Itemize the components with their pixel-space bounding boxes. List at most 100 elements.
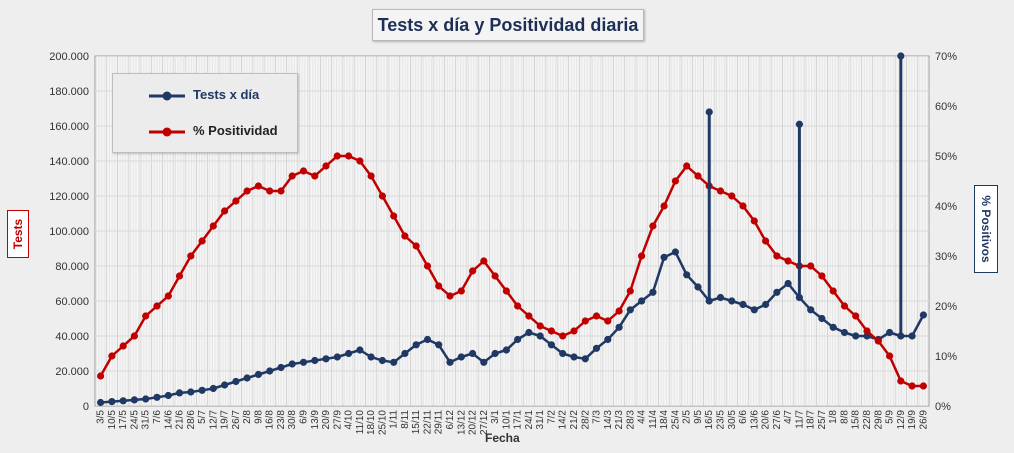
x-tick-label: 13/12 — [456, 410, 467, 435]
data-point-tests — [638, 297, 646, 305]
data-point-positividad — [232, 197, 240, 205]
data-point-positividad — [288, 172, 296, 180]
data-point-tests — [739, 300, 747, 309]
data-point-positividad — [367, 172, 375, 180]
x-tick-label: 7/6 — [152, 410, 163, 424]
data-point-positividad — [660, 202, 668, 210]
data-point-positividad — [874, 337, 882, 345]
right-y-tick-label: 40% — [935, 201, 957, 213]
data-point-tests — [356, 346, 364, 354]
data-point-positividad — [311, 172, 319, 180]
x-tick-label: 3/5 — [96, 410, 107, 424]
data-point-positividad — [739, 202, 747, 210]
data-point-tests — [502, 346, 510, 354]
x-tick-label: 21/6 — [175, 410, 186, 430]
x-tick-label: 10/1 — [501, 410, 512, 430]
x-tick-label: 13/9 — [310, 410, 321, 430]
x-axis-title: Fecha — [485, 431, 520, 445]
data-point-tests — [671, 248, 680, 256]
data-point-positividad — [322, 162, 330, 170]
right-y-tick-label: 30% — [935, 251, 957, 263]
data-point-tests — [187, 388, 195, 396]
data-point-positividad — [784, 257, 792, 265]
data-point-tests — [525, 328, 533, 337]
data-point-tests — [728, 297, 736, 305]
data-point-positividad — [683, 162, 691, 170]
x-tick-label: 23/8 — [276, 410, 287, 430]
data-point-positividad — [390, 212, 398, 220]
data-point-tests — [299, 358, 308, 366]
x-tick-label: 22/11 — [422, 410, 433, 435]
data-point-positividad — [502, 287, 510, 295]
data-point-tests — [649, 288, 657, 296]
left-y-tick-label: 40.000 — [55, 331, 89, 343]
x-tick-label: 28/3 — [625, 410, 636, 430]
left-y-tick-label: 80.000 — [55, 261, 89, 273]
data-point-tests — [469, 349, 477, 358]
x-tick-label: 20/9 — [321, 410, 332, 430]
x-tick-label: 5/7 — [197, 410, 208, 424]
data-point-tests — [818, 314, 826, 323]
spike-point-tests — [705, 108, 713, 116]
right-y-tick-label: 70% — [935, 51, 957, 63]
legend: Tests x día % Positividad — [112, 73, 298, 153]
right-axis-title-box: % Positivos — [974, 185, 998, 273]
x-tick-label: 10/5 — [107, 410, 118, 430]
data-point-positividad — [299, 167, 308, 175]
x-tick-label: 8/11 — [400, 410, 411, 429]
x-tick-label: 18/4 — [659, 410, 670, 430]
data-point-positividad — [277, 187, 285, 195]
data-point-tests — [480, 358, 488, 366]
data-point-positividad — [333, 152, 341, 160]
right-y-tick-label: 10% — [935, 351, 957, 363]
data-point-positividad — [187, 252, 195, 260]
data-point-tests — [592, 344, 601, 352]
x-tick-label: 4/7 — [783, 410, 794, 424]
x-tick-label: 15/8 — [851, 410, 862, 430]
data-point-tests — [198, 386, 206, 394]
data-point-tests — [277, 363, 285, 372]
data-point-positividad — [886, 352, 894, 360]
data-point-tests — [852, 332, 860, 340]
x-tick-label: 2/5 — [682, 410, 693, 424]
data-point-positividad — [897, 377, 905, 385]
x-tick-label: 15/11 — [411, 410, 422, 435]
data-point-tests — [435, 341, 443, 349]
spike-point-tests — [897, 52, 905, 60]
x-tick-label: 24/5 — [129, 410, 140, 430]
x-tick-label: 13/6 — [749, 410, 760, 430]
data-point-tests — [209, 384, 217, 393]
x-tick-label: 27/12 — [479, 410, 490, 435]
x-tick-label: 11/4 — [648, 410, 659, 429]
x-tick-label: 2/8 — [242, 410, 253, 424]
left-y-tick-label: 140.000 — [49, 156, 89, 168]
data-point-positividad — [536, 322, 544, 330]
x-tick-label: 1/11 — [389, 410, 400, 429]
x-tick-label: 19/7 — [220, 410, 231, 430]
data-point-positividad — [423, 262, 432, 270]
x-tick-label: 9/8 — [253, 410, 264, 424]
data-point-tests — [322, 355, 330, 363]
data-point-positividad — [615, 307, 623, 315]
data-point-tests — [604, 335, 612, 344]
data-point-tests — [367, 353, 375, 361]
x-tick-label: 18/10 — [366, 410, 377, 435]
data-point-positividad — [243, 187, 251, 195]
left-y-tick-label: 20.000 — [55, 366, 89, 378]
data-point-positividad — [108, 352, 116, 360]
x-tick-label: 31/1 — [535, 410, 546, 430]
data-point-tests — [175, 389, 184, 397]
x-tick-label: 17/5 — [118, 410, 129, 430]
x-tick-label: 7/2 — [546, 410, 557, 424]
data-point-tests — [626, 306, 634, 314]
data-point-positividad — [345, 152, 353, 160]
left-y-axis-ticks: 0 20.000 40.000 60.000 80.000 100.000 120.000 1… — [49, 51, 89, 413]
data-point-positividad — [525, 312, 533, 320]
spike-point-tests — [795, 120, 803, 128]
x-tick-label: 25/4 — [670, 410, 681, 430]
data-point-positividad — [829, 287, 837, 295]
x-tick-label: 20/12 — [468, 410, 479, 435]
chart-title: Tests x día y Positividad diaria — [372, 9, 644, 41]
left-axis-title: Tests — [11, 218, 25, 250]
data-point-positividad — [221, 207, 229, 215]
